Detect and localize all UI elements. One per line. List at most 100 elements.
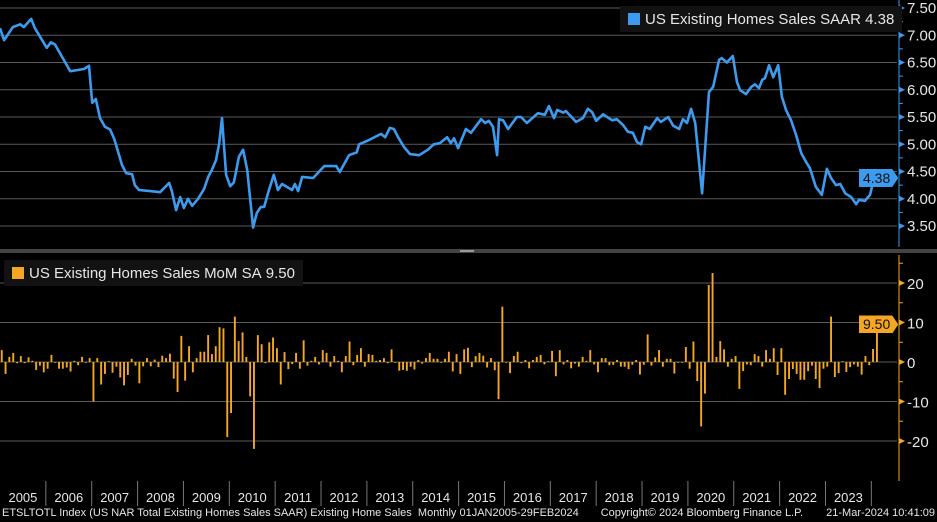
mom-bar (249, 362, 252, 397)
mom-bar (612, 362, 615, 365)
tick-arrow (899, 114, 905, 120)
mom-bar (600, 358, 603, 362)
mom-bar (276, 348, 278, 362)
mom-bar (92, 362, 95, 402)
mom-bar (169, 353, 171, 362)
last-value-mom: 9.50 (863, 316, 891, 333)
mom-bar (73, 360, 76, 362)
y-tick-label: -20 (907, 434, 929, 451)
mom-bar (505, 362, 508, 363)
mom-bar (111, 362, 114, 373)
mom-bar (383, 358, 385, 362)
mom-bar (788, 362, 790, 379)
y-tick-label: 6.50 (907, 55, 936, 72)
mom-bar (413, 362, 416, 370)
mom-bar (19, 356, 22, 362)
mom-bar (478, 352, 481, 362)
mom-bar (623, 362, 626, 367)
mom-bar (845, 362, 848, 372)
mom-bar (107, 361, 110, 362)
mom-bar (509, 362, 511, 374)
tick-arrow (899, 59, 905, 66)
mom-bar (642, 362, 645, 365)
mom-bar (149, 362, 152, 367)
mom-bar (493, 362, 496, 371)
tick-arrow (899, 438, 905, 444)
mom-bar (291, 362, 294, 364)
mom-bar (692, 341, 695, 362)
mom-bar (658, 350, 660, 362)
mom-bar (321, 350, 324, 362)
mom-bar (165, 358, 167, 362)
mom-bar (96, 358, 99, 362)
mom-bar (444, 358, 446, 362)
y-tick-label: 10 (907, 316, 924, 333)
mom-bar (833, 362, 836, 377)
mom-bar (42, 362, 45, 373)
mom-bar (539, 354, 542, 362)
mom-bar (841, 361, 844, 362)
x-tick-label: 2005 (8, 490, 37, 505)
mom-bar (302, 340, 305, 362)
mom-bar (761, 362, 764, 367)
mom-bar (356, 354, 359, 362)
mom-bar (677, 362, 680, 363)
mom-bar (214, 346, 217, 362)
panel-divider-handle[interactable] (460, 250, 474, 252)
mom-bar (119, 362, 122, 378)
mom-bar (61, 362, 64, 369)
mom-bar (482, 355, 485, 362)
y-tick-label: 5.00 (907, 136, 936, 153)
mom-bar (314, 356, 317, 362)
mom-bar (325, 352, 328, 362)
tick-arrow (899, 280, 905, 286)
mom-bar (260, 344, 263, 362)
mom-bar (386, 362, 389, 364)
y-tick-label: 7.00 (907, 27, 936, 44)
mom-bar (646, 334, 649, 362)
mom-bar (199, 351, 202, 362)
mom-bar (512, 356, 515, 362)
mom-bar (283, 352, 286, 362)
mom-bar (8, 356, 11, 362)
y-tick-label: 0 (907, 355, 915, 372)
mom-bar (688, 362, 691, 369)
mom-bar (375, 360, 378, 362)
mom-bar (279, 362, 282, 385)
mom-bar (853, 362, 855, 365)
mom-bar (661, 362, 664, 367)
mom-bar (589, 350, 592, 362)
tick-arrow (899, 86, 905, 93)
mom-bar (402, 362, 404, 370)
mom-bar (554, 362, 557, 377)
mom-bar (749, 362, 752, 366)
mom-bar (417, 360, 420, 362)
mom-bar (772, 348, 775, 362)
mom-bar (822, 362, 825, 369)
mom-bar (726, 362, 729, 367)
mom-bar (715, 356, 718, 362)
footer-description: ETSLTOTL Index (US NAR Total Existing Ho… (2, 507, 579, 519)
x-tick-label: 2019 (651, 490, 680, 505)
tick-arrow (899, 32, 905, 39)
mom-bar (856, 362, 859, 367)
mom-bar (769, 358, 771, 362)
tick-arrow (899, 195, 905, 202)
mom-bar (501, 306, 504, 362)
mom-bar (46, 362, 49, 369)
mom-bar (367, 354, 370, 362)
x-tick-label: 2012 (329, 490, 358, 505)
top-panel-gridlines (0, 7, 897, 227)
mom-bar (218, 327, 221, 362)
mom-bar (719, 341, 722, 362)
mom-bar (176, 362, 179, 392)
mom-bar (31, 360, 34, 362)
mom-bar (363, 362, 366, 367)
x-tick-label: 2021 (742, 490, 771, 505)
mom-bar (681, 362, 683, 363)
mom-bar (684, 347, 687, 362)
mom-bar (81, 356, 83, 362)
saar-line (0, 17, 876, 229)
mom-bar (428, 352, 431, 362)
last-value-badge-mom: 9.50 (859, 315, 898, 333)
